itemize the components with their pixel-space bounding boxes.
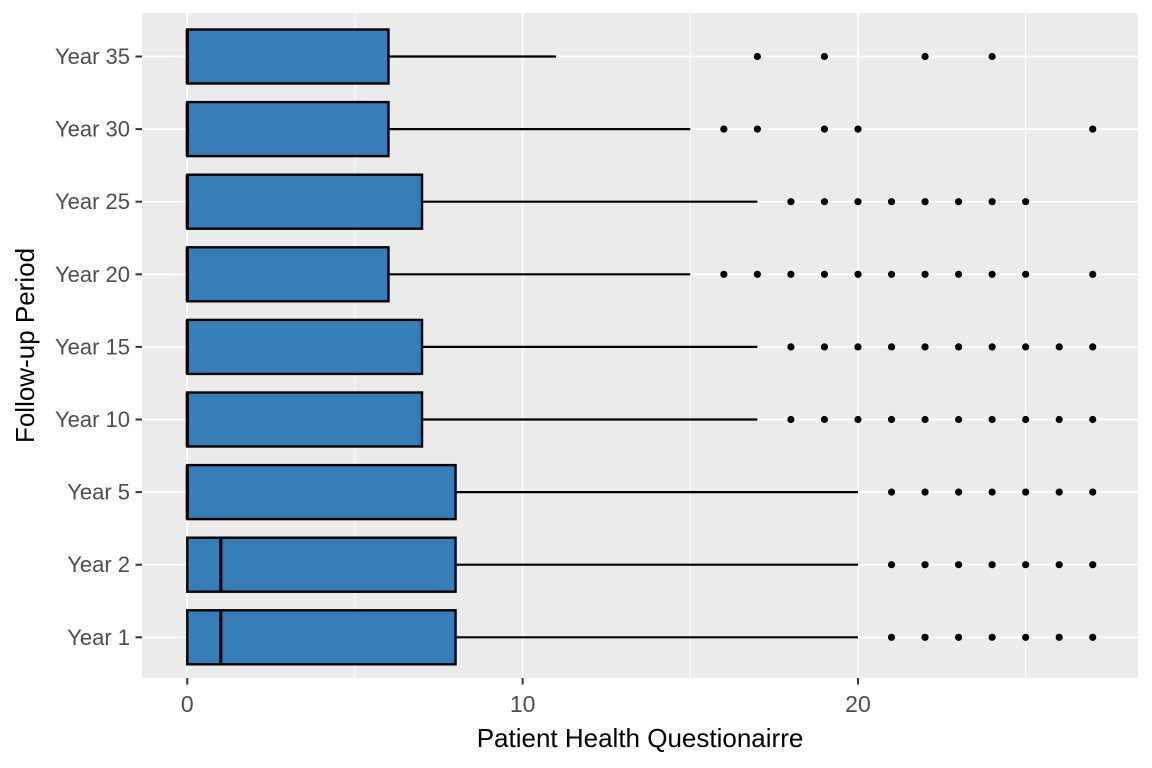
outlier-point bbox=[820, 343, 829, 351]
y-tick-label: Year 5 bbox=[67, 480, 130, 505]
outlier-point bbox=[887, 633, 896, 641]
box-rect bbox=[186, 536, 457, 593]
outlier-point bbox=[753, 270, 761, 278]
outlier-point bbox=[988, 52, 996, 61]
outlier-point bbox=[921, 488, 929, 496]
outlier-point bbox=[1089, 415, 1097, 424]
outlier-point bbox=[753, 52, 761, 61]
outlier-point bbox=[1022, 415, 1030, 424]
box-rect bbox=[186, 463, 457, 521]
outlier-point bbox=[988, 270, 996, 278]
outlier-point bbox=[988, 633, 996, 641]
box-rect bbox=[186, 391, 424, 448]
outlier-point bbox=[921, 343, 929, 351]
outlier-point bbox=[1055, 633, 1063, 641]
outlier-point bbox=[1089, 125, 1097, 133]
y-tick-label: Year 10 bbox=[55, 407, 130, 432]
x-axis-title: Patient Health Questionairre bbox=[477, 723, 804, 753]
x-tick-label: 20 bbox=[845, 691, 871, 717]
y-tick-label: Year 25 bbox=[55, 189, 130, 214]
outlier-point bbox=[854, 270, 862, 278]
outlier-point bbox=[954, 270, 963, 278]
outlier-point bbox=[1022, 270, 1030, 278]
outlier-point bbox=[988, 415, 996, 424]
outlier-point bbox=[1055, 488, 1063, 496]
outlier-point bbox=[1022, 633, 1030, 641]
outlier-point bbox=[1089, 633, 1097, 641]
outlier-point bbox=[820, 198, 829, 206]
box-rect bbox=[186, 318, 424, 376]
outlier-point bbox=[1055, 415, 1063, 424]
y-tick-label: Year 1 bbox=[67, 625, 130, 650]
outlier-point bbox=[1055, 343, 1063, 351]
outlier-point bbox=[921, 415, 929, 424]
y-axis-title: Follow-up Period bbox=[10, 248, 40, 443]
outlier-point bbox=[1022, 343, 1030, 351]
outlier-point bbox=[988, 198, 996, 206]
plot-dynamic-layer: 0 10 20 Year 35 Year 30 Year 25 Year 20 Year 15… bbox=[55, 13, 1138, 717]
outlier-point bbox=[887, 270, 896, 278]
y-tick-label: Year 20 bbox=[55, 262, 130, 287]
outlier-point bbox=[988, 343, 996, 351]
outlier-point bbox=[1089, 343, 1097, 351]
outlier-point bbox=[1022, 488, 1030, 496]
box-rect bbox=[186, 173, 424, 230]
outlier-point bbox=[1089, 561, 1097, 569]
y-tick-label: Year 30 bbox=[55, 117, 130, 142]
box-rect bbox=[186, 100, 390, 158]
box-rect bbox=[186, 28, 390, 85]
outlier-point bbox=[887, 198, 896, 206]
outlier-point bbox=[954, 633, 963, 641]
outlier-point bbox=[720, 270, 728, 278]
x-tick-label: 10 bbox=[510, 691, 536, 717]
outlier-point bbox=[854, 343, 862, 351]
outlier-point bbox=[820, 52, 829, 61]
outlier-point bbox=[887, 415, 896, 424]
outlier-point bbox=[753, 125, 761, 133]
outlier-point bbox=[921, 633, 929, 641]
outlier-point bbox=[820, 270, 829, 278]
outlier-point bbox=[787, 343, 795, 351]
outlier-point bbox=[921, 198, 929, 206]
outlier-point bbox=[988, 561, 996, 569]
outlier-point bbox=[1089, 488, 1097, 496]
outlier-point bbox=[720, 125, 728, 133]
outlier-point bbox=[988, 488, 996, 496]
outlier-point bbox=[854, 415, 862, 424]
outlier-point bbox=[854, 125, 862, 133]
outlier-point bbox=[787, 198, 795, 206]
outlier-point bbox=[820, 415, 829, 424]
outlier-point bbox=[921, 270, 929, 278]
outlier-point bbox=[787, 415, 795, 424]
outlier-point bbox=[1022, 198, 1030, 206]
outlier-point bbox=[954, 488, 963, 496]
y-tick-label: Year 2 bbox=[67, 552, 130, 577]
outlier-point bbox=[921, 561, 929, 569]
box-rect bbox=[186, 609, 457, 666]
outlier-point bbox=[887, 488, 896, 496]
outlier-point bbox=[820, 125, 829, 133]
outlier-point bbox=[854, 198, 862, 206]
outlier-point bbox=[954, 343, 963, 351]
outlier-point bbox=[954, 198, 963, 206]
outlier-point bbox=[1055, 561, 1063, 569]
outlier-point bbox=[1022, 561, 1030, 569]
y-tick-label: Year 35 bbox=[55, 44, 130, 69]
y-tick-label: Year 15 bbox=[55, 334, 130, 359]
outlier-point bbox=[954, 561, 963, 569]
outlier-point bbox=[887, 561, 896, 569]
outlier-point bbox=[921, 52, 929, 61]
outlier-point bbox=[787, 270, 795, 278]
outlier-point bbox=[1089, 270, 1097, 278]
outlier-point bbox=[887, 343, 896, 351]
outlier-point bbox=[954, 415, 963, 424]
x-tick-label: 0 bbox=[181, 691, 194, 717]
box-rect bbox=[186, 246, 390, 303]
